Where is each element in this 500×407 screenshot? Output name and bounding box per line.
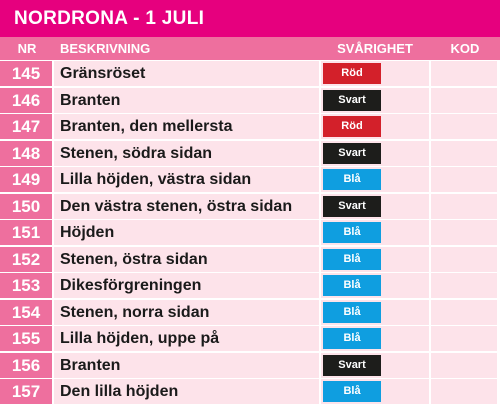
row-divider — [54, 298, 497, 300]
control-number: 150 — [0, 193, 52, 219]
code-cell — [431, 167, 497, 192]
control-number: 146 — [0, 87, 52, 113]
difficulty-cell: Blå — [321, 326, 429, 351]
code-cell — [431, 299, 497, 325]
table-header: NR BESKRIVNING SVÅRIGHET KOD — [0, 37, 500, 60]
row-divider — [54, 351, 497, 353]
difficulty-badge: Röd — [323, 63, 381, 84]
difficulty-cell: Blå — [321, 167, 429, 192]
difficulty-badge: Svart — [323, 354, 381, 376]
difficulty-badge: Blå — [323, 328, 381, 349]
control-description: Lilla höjden, uppe på — [54, 326, 319, 351]
difficulty-cell: Röd — [321, 114, 429, 139]
table-row: 148 Stenen, södra sidan Svart — [0, 140, 500, 167]
difficulty-badge: Svart — [323, 89, 381, 111]
header-difficulty: SVÅRIGHET — [337, 41, 413, 56]
table-row: 154 Stenen, norra sidan Blå — [0, 299, 500, 326]
table-row: 149 Lilla höjden, västra sidan Blå — [0, 167, 500, 194]
difficulty-cell: Svart — [321, 193, 429, 219]
code-cell — [431, 352, 497, 378]
control-number: 153 — [0, 273, 52, 298]
row-divider — [54, 271, 497, 273]
code-cell — [431, 220, 497, 245]
difficulty-cell: Röd — [321, 61, 429, 86]
row-divider — [54, 112, 497, 114]
code-cell — [431, 114, 497, 139]
code-cell — [431, 379, 497, 404]
control-description: Dikesförgreningen — [54, 273, 319, 298]
difficulty-badge: Röd — [323, 116, 381, 137]
control-table: 145 Gränsröset Röd 146 Branten Svart 147 Brante… — [0, 61, 500, 406]
table-row: 155 Lilla höjden, uppe på Blå — [0, 326, 500, 353]
code-cell — [431, 87, 497, 113]
page-title: NORDRONA - 1 JULI — [0, 0, 500, 37]
difficulty-cell: Blå — [321, 220, 429, 245]
difficulty-badge: Blå — [323, 248, 381, 270]
difficulty-badge: Blå — [323, 169, 381, 190]
difficulty-badge: Blå — [323, 301, 381, 323]
row-divider — [54, 218, 497, 220]
difficulty-badge: Svart — [323, 195, 381, 217]
table-row: 147 Branten, den mellersta Röd — [0, 114, 500, 141]
table-row: 150 Den västra stenen, östra sidan Svart — [0, 193, 500, 220]
row-divider — [54, 139, 497, 141]
difficulty-badge: Blå — [323, 222, 381, 243]
code-cell — [431, 61, 497, 86]
code-cell — [431, 140, 497, 166]
row-divider — [54, 404, 497, 406]
difficulty-cell: Blå — [321, 273, 429, 298]
difficulty-cell: Blå — [321, 299, 429, 325]
difficulty-cell: Svart — [321, 140, 429, 166]
control-number: 147 — [0, 114, 52, 139]
row-divider — [54, 165, 497, 167]
difficulty-cell: Blå — [321, 246, 429, 272]
control-description: Den västra stenen, östra sidan — [54, 193, 319, 219]
control-description: Branten — [54, 87, 319, 113]
difficulty-badge: Svart — [323, 142, 381, 164]
header-description: BESKRIVNING — [60, 41, 151, 56]
row-divider — [54, 192, 497, 194]
control-description: Lilla höjden, västra sidan — [54, 167, 319, 192]
table-row: 151 Höjden Blå — [0, 220, 500, 247]
difficulty-cell: Svart — [321, 87, 429, 113]
control-number: 145 — [0, 61, 52, 86]
control-description: Stenen, södra sidan — [54, 140, 319, 166]
control-description: Höjden — [54, 220, 319, 245]
difficulty-badge: Blå — [323, 381, 381, 402]
row-divider — [54, 245, 497, 247]
table-row: 156 Branten Svart — [0, 352, 500, 379]
row-divider — [54, 377, 497, 379]
control-description: Gränsröset — [54, 61, 319, 86]
control-number: 149 — [0, 167, 52, 192]
code-cell — [431, 326, 497, 351]
control-description: Branten — [54, 352, 319, 378]
header-code: KOD — [450, 41, 480, 56]
table-row: 153 Dikesförgreningen Blå — [0, 273, 500, 300]
control-number: 151 — [0, 220, 52, 245]
row-divider — [54, 324, 497, 326]
code-cell — [431, 273, 497, 298]
control-number: 148 — [0, 140, 52, 166]
table-row: 152 Stenen, östra sidan Blå — [0, 246, 500, 273]
row-divider — [54, 86, 497, 88]
control-number: 157 — [0, 379, 52, 404]
difficulty-cell: Svart — [321, 352, 429, 378]
difficulty-cell: Blå — [321, 379, 429, 404]
control-number: 155 — [0, 326, 52, 351]
control-description: Branten, den mellersta — [54, 114, 319, 139]
control-description: Stenen, östra sidan — [54, 246, 319, 272]
code-cell — [431, 246, 497, 272]
control-number: 156 — [0, 352, 52, 378]
control-number: 154 — [0, 299, 52, 325]
table-row: 157 Den lilla höjden Blå — [0, 379, 500, 406]
control-description: Stenen, norra sidan — [54, 299, 319, 325]
header-nr: NR — [17, 41, 37, 56]
code-cell — [431, 193, 497, 219]
table-row: 145 Gränsröset Röd — [0, 61, 500, 88]
difficulty-badge: Blå — [323, 275, 381, 296]
control-number: 152 — [0, 246, 52, 272]
table-row: 146 Branten Svart — [0, 87, 500, 114]
control-description: Den lilla höjden — [54, 379, 319, 404]
